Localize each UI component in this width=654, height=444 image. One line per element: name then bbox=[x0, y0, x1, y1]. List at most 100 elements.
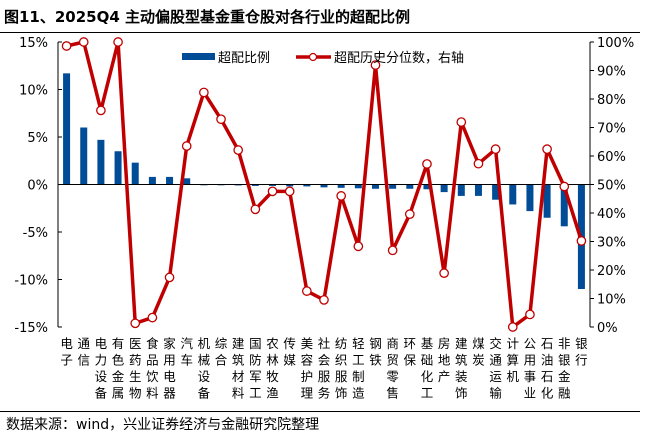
point-有色金属 bbox=[113, 37, 123, 47]
point-非银金融 bbox=[559, 181, 570, 192]
x-tick-label: 国防军工 bbox=[249, 336, 262, 401]
bar-非银金融 bbox=[560, 184, 568, 227]
point-家用电器 bbox=[164, 272, 175, 283]
point-纺织服饰 bbox=[336, 191, 347, 201]
x-tick-label: 美容护理 bbox=[301, 336, 314, 401]
x-tick-label: 有色金属 bbox=[112, 336, 125, 401]
point-电子 bbox=[61, 41, 72, 51]
x-tick-label: 纺织服饰 bbox=[335, 336, 348, 401]
point-传媒 bbox=[284, 186, 295, 197]
point-环保 bbox=[404, 209, 415, 219]
x-tick-label: 食品饮料 bbox=[146, 336, 159, 401]
bar-石油石化 bbox=[543, 184, 551, 218]
bar-公用事业 bbox=[526, 184, 534, 212]
bar-美容护理 bbox=[303, 184, 311, 187]
right-tick-label: 20% bbox=[597, 264, 626, 279]
bar-通信 bbox=[80, 127, 88, 185]
x-tick-label: 电力设备 bbox=[95, 336, 108, 401]
left-tick-label: 0% bbox=[27, 179, 48, 194]
x-tick-label: 计算机 bbox=[507, 336, 520, 384]
x-tick-label: 钢铁 bbox=[369, 336, 382, 368]
bar-电力设备 bbox=[97, 139, 105, 185]
point-公用事业 bbox=[525, 309, 535, 320]
bar-钢铁 bbox=[371, 184, 379, 189]
bar-环保 bbox=[406, 184, 414, 189]
bar-汽车 bbox=[183, 178, 191, 185]
legend-line-label: 超配历史分位数，右轴 bbox=[334, 51, 464, 66]
bar-商贸零售 bbox=[389, 184, 397, 189]
point-银行 bbox=[576, 236, 587, 246]
right-tick-label: 70% bbox=[597, 122, 626, 137]
point-计算机 bbox=[507, 322, 518, 332]
point-石油石化 bbox=[542, 144, 552, 155]
x-tick-label: 轻工制造 bbox=[352, 336, 365, 401]
x-tick-label: 环保 bbox=[404, 336, 417, 368]
point-建筑装饰 bbox=[456, 117, 467, 127]
bar-国防军工 bbox=[251, 184, 259, 186]
bar-医药生物 bbox=[131, 162, 139, 185]
bar-交通运输 bbox=[492, 184, 500, 200]
x-tick-label: 农林牧渔 bbox=[266, 336, 279, 401]
point-综合 bbox=[216, 114, 226, 125]
x-tick-label: 商贸零售 bbox=[386, 336, 399, 401]
title-divider bbox=[0, 32, 640, 33]
x-tick-label: 煤炭 bbox=[472, 336, 485, 368]
x-tick-label: 电子 bbox=[60, 336, 73, 368]
right-tick-label: 80% bbox=[597, 93, 626, 108]
left-tick-label: 5% bbox=[27, 131, 48, 146]
point-汽车 bbox=[181, 141, 192, 151]
right-tick-label: 60% bbox=[597, 150, 626, 165]
bar-建筑装饰 bbox=[457, 184, 465, 196]
bar-基础化工 bbox=[423, 184, 431, 190]
bar-计算机 bbox=[509, 184, 517, 205]
bar-社会服务 bbox=[320, 184, 328, 188]
bar-传媒 bbox=[286, 184, 294, 187]
x-tick-label: 交通运输 bbox=[489, 336, 502, 401]
left-tick-label: -5% bbox=[23, 226, 48, 241]
x-tick-label: 房地产 bbox=[438, 336, 451, 384]
point-交通运输 bbox=[490, 144, 501, 155]
point-医药生物 bbox=[130, 318, 141, 329]
left-tick-label: -10% bbox=[14, 274, 48, 289]
point-农林牧渔 bbox=[267, 186, 278, 197]
right-tick-label: 10% bbox=[597, 293, 626, 308]
point-食品饮料 bbox=[147, 312, 158, 323]
point-基础化工 bbox=[422, 159, 432, 169]
point-电力设备 bbox=[96, 105, 106, 116]
point-房地产 bbox=[439, 268, 449, 278]
bar-食品饮料 bbox=[148, 176, 156, 185]
right-tick-label: 50% bbox=[597, 179, 626, 194]
bar-轻工制造 bbox=[354, 184, 362, 189]
source-note: 数据来源：wind，兴业证券经济与金融研究院整理 bbox=[6, 417, 320, 433]
bar-房地产 bbox=[440, 184, 448, 193]
bar-家用电器 bbox=[166, 176, 174, 185]
x-tick-label: 家用电器 bbox=[163, 336, 176, 401]
bar-电子 bbox=[63, 73, 71, 185]
x-tick-label: 汽车 bbox=[180, 336, 193, 368]
chart-title: 图11、2025Q4 主动偏股型基金重仓股对各行业的超配比例 bbox=[4, 8, 411, 26]
x-tick-label: 机械设备 bbox=[198, 336, 211, 401]
bar-有色金属 bbox=[114, 151, 122, 185]
bar-纺织服饰 bbox=[337, 184, 345, 188]
x-tick-label: 传媒 bbox=[283, 336, 296, 368]
point-煤炭 bbox=[473, 158, 484, 169]
x-tick-label: 医药生物 bbox=[129, 336, 142, 401]
point-商贸零售 bbox=[387, 245, 398, 256]
point-钢铁 bbox=[370, 60, 381, 70]
right-tick-label: 100% bbox=[597, 36, 634, 51]
point-轻工制造 bbox=[353, 241, 364, 252]
point-机械设备 bbox=[199, 87, 209, 98]
x-tick-label: 社会服务 bbox=[318, 336, 331, 401]
right-tick-label: 30% bbox=[597, 236, 626, 251]
legend-bar-label: 超配比例 bbox=[218, 51, 270, 66]
x-tick-label: 建筑材料 bbox=[232, 336, 245, 401]
bar-农林牧渔 bbox=[269, 184, 277, 186]
right-tick-label: 40% bbox=[597, 207, 626, 222]
legend-bar-swatch bbox=[182, 53, 215, 60]
bar-煤炭 bbox=[474, 184, 482, 196]
point-通信 bbox=[78, 37, 89, 47]
legend-line-marker bbox=[308, 52, 318, 62]
x-tick-label: 银行 bbox=[575, 336, 588, 368]
x-tick-label: 公用事业 bbox=[524, 336, 537, 401]
source-divider bbox=[0, 411, 640, 412]
